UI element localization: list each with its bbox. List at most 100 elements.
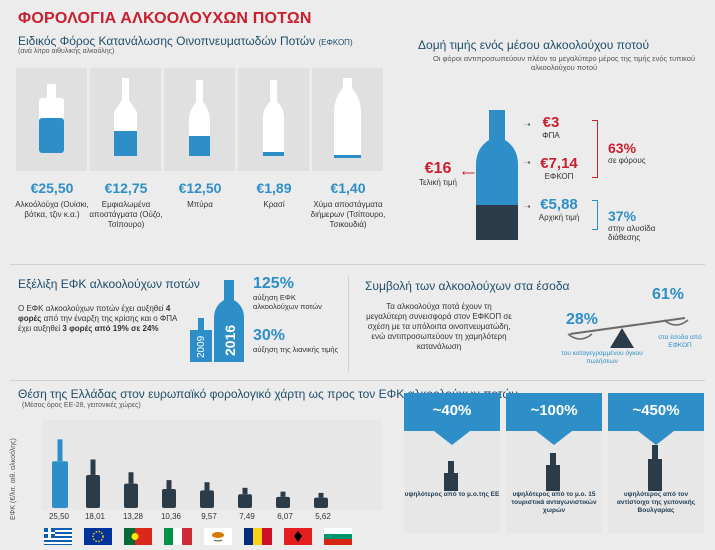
arrow-vat-icon: ➝ — [524, 120, 531, 129]
divider-vertical — [348, 276, 349, 372]
income-text: Τα αλκοολούχα ποτά έχουν τη μεγαλύτερη σ… — [366, 302, 512, 351]
base-price: €5,88 Αρχική τιμή — [536, 196, 582, 222]
price-subheading: Οι φόροι αντιπροσωπεύουν πλέον το μεγαλύ… — [432, 54, 696, 72]
wine-bottle-icon — [263, 80, 284, 156]
europe-heading: Θέση της Ελλάδας στον ευρωπαϊκό φορολογι… — [18, 387, 518, 401]
panel-bulgaria: ~450% υψηλότερος από τον αντίστοιχο της … — [608, 393, 704, 533]
vat-price: €3 ΦΠΑ — [536, 114, 566, 140]
tax-pct: 63% — [608, 140, 637, 156]
volume-pct: 28% — [566, 311, 599, 328]
value-italy: 10,36 — [160, 512, 182, 521]
panel-tourism-pct: ~100% — [506, 393, 602, 431]
europe-axis-label: ΕΦΚ (€/λιτ. αιθ. αλκοόλης) — [10, 438, 17, 520]
tax-label: σε φόρους — [608, 156, 646, 165]
europe-subheading: (Μέσος όρος ΕΕ-28, γειτονικές χώρες) — [22, 402, 141, 409]
greece-flag — [44, 528, 72, 545]
cyprus-flag — [204, 528, 232, 545]
final-price-label: Τελική τιμή — [418, 178, 458, 187]
efkop-heading: Ειδικός Φόρος Κατανάλωσης Οινοπνευματωδώ… — [18, 34, 353, 48]
efkop-subheading: (ανά λίτρο αιθυλικής αλκοόλης) — [18, 48, 115, 55]
base-price-label: Αρχική τιμή — [538, 213, 580, 222]
europe-bottle-romania — [238, 487, 252, 508]
chain-pct: 37% — [608, 208, 637, 224]
evolution-heading: Εξέλιξη ΕΦΚ αλκοολούχων ποτών — [18, 277, 200, 291]
efkop-label-spirits: Αλκοόλούχα (Ουίσκι, βότκα, τζιν κ.α.) — [15, 200, 89, 219]
panel-tourism: ~100% υψηλότερος από το μ.ο. 15 τουριστι… — [506, 393, 602, 533]
efkop-price-label: ΕΦΚΟΠ — [544, 172, 574, 181]
efkop-value-beer: €12,50 — [178, 180, 222, 196]
panel-eu-average: ~40% υψηλότερος από το μ.ο.της ΕΕ — [404, 393, 500, 533]
panel-tourism-caption: υψηλότερος από το μ.ο. 15 τουριστικά αντ… — [511, 491, 597, 514]
arrow-efkop-icon: ➝ — [524, 158, 531, 167]
chain-bracket — [592, 200, 598, 230]
efk-increase-pct: 125% — [253, 275, 294, 292]
efkop-price: €7,14 ΕΦΚΟΠ — [536, 155, 582, 181]
efkop-value-distillates: €12,75 — [104, 180, 148, 196]
balance-scale-icon — [567, 317, 689, 348]
efkop-value-spirits: €25,50 — [30, 180, 74, 196]
panel-eu-bottle-icon — [434, 431, 470, 491]
page-title: ΦΟΡΟΛΟΓΙΑ ΑΛΚΟΟΛΟΥΧΩΝ ΠΟΤΩΝ — [18, 10, 312, 27]
value-portugal: 13,28 — [122, 512, 144, 521]
europe-bottle-greece — [52, 439, 68, 508]
evolution-text-4: 3 φορές από 19% σε 24% — [62, 324, 159, 333]
value-cyprus: 9,57 — [201, 512, 217, 521]
efk-increase-label: αύξηση ΕΦΚ αλκοολούχων ποτών — [253, 293, 322, 311]
efkop-item-wine: €1,89 Κρασί — [234, 180, 314, 210]
albania-flag — [284, 528, 312, 545]
efkop-price-value: €7,14 — [540, 155, 578, 172]
evolution-bottles-icon: 2009 2016 — [190, 280, 244, 362]
value-bulgaria: 5,62 — [315, 512, 331, 521]
price-increase-label: αύξηση της λιανικής τιμής — [253, 345, 339, 354]
efkop-item-distillates: €12,75 Εμφιαλωμένα αποστάγματα (Ούζο, Τσ… — [86, 180, 166, 230]
panel-eu-caption: υψηλότερος από το μ.ο.της ΕΕ — [404, 491, 500, 498]
efkop-label-beer: Μπύρα — [187, 200, 213, 209]
base-price-value: €5,88 — [540, 196, 578, 213]
europe-flags-row — [44, 528, 384, 545]
efkop-item-bulk: €1,40 Χύμα αποστάγματα διήμερων (Τσίπουρ… — [308, 180, 388, 230]
distillate-bottle-icon — [114, 78, 137, 156]
panel-tourism-bottle-icon — [536, 431, 572, 491]
europe-bottle-cyprus — [200, 482, 214, 508]
plastic-bottle-icon — [334, 78, 361, 158]
bottle-card-spirits — [16, 68, 87, 171]
efkop-item-spirits: €25,50 Αλκοόλούχα (Ουίσκι, βότκα, τζιν κ… — [12, 180, 92, 220]
efk-increase: 125% αύξηση ΕΦΚ αλκοολούχων ποτών — [253, 275, 343, 311]
bottle-card-beer — [164, 68, 235, 171]
divider-2 — [10, 380, 705, 381]
europe-bottle-eu — [86, 459, 100, 508]
panel-bulgaria-bottle-icon — [638, 431, 674, 491]
price-increase: 30% αύξηση της λιανικής τιμής — [253, 327, 343, 354]
italy-flag — [164, 528, 192, 545]
panel-bulgaria-caption: υψηλότερος από τον αντίστοιχο της γειτον… — [616, 491, 696, 514]
income-heading: Συμβολή των αλκοολούχων στα έσοδα — [365, 279, 570, 293]
efkop-value-wine: €1,89 — [256, 180, 292, 196]
efkop-item-beer: €12,50 Μπύρα — [160, 180, 240, 210]
bulgaria-flag — [324, 528, 352, 545]
romania-flag — [244, 528, 272, 545]
arrow-left-icon: ⟵ — [462, 168, 475, 178]
evolution-text-3: από την έναρξη της κρίσης και ο ΦΠΑ έχει… — [18, 314, 177, 333]
price-bottle-icon — [476, 110, 518, 240]
beer-bottle-icon — [188, 80, 211, 156]
europe-bottle-albania — [276, 491, 290, 508]
price-increase-pct: 30% — [253, 327, 286, 344]
evolution-text-1: Ο ΕΦΚ αλκοολούχων ποτών έχει αυξηθεί — [18, 304, 164, 313]
final-price: €16 Τελική τιμή — [418, 160, 458, 187]
revenue-label: στα έσοδα από ΕΦΚΟΠ — [658, 334, 702, 349]
chain-share: 37% στην αλυσίδα διάθεσης — [608, 208, 678, 242]
efkop-heading-abbr: (ΕΦΚΟΠ) — [318, 38, 353, 47]
panel-bulgaria-pct: ~450% — [608, 393, 704, 431]
efkop-label-wine: Κρασί — [263, 200, 285, 209]
panel-eu-pct: ~40% — [404, 393, 500, 431]
bottle-card-distillates — [90, 68, 161, 171]
europe-bottle-portugal — [124, 472, 138, 508]
divider-1 — [10, 264, 705, 265]
revenue-pct: 61% — [652, 286, 685, 303]
efkop-heading-text: Ειδικός Φόρος Κατανάλωσης Οινοπνευματωδώ… — [18, 34, 316, 48]
year-2009: 2009 — [196, 335, 207, 358]
tax-bracket — [592, 120, 598, 178]
efkop-label-bulk: Χύμα αποστάγματα διήμερων (Τσίπουρο, Τσι… — [310, 200, 386, 229]
bottle-card-bulk — [312, 68, 383, 171]
europe-bottles — [42, 420, 382, 510]
